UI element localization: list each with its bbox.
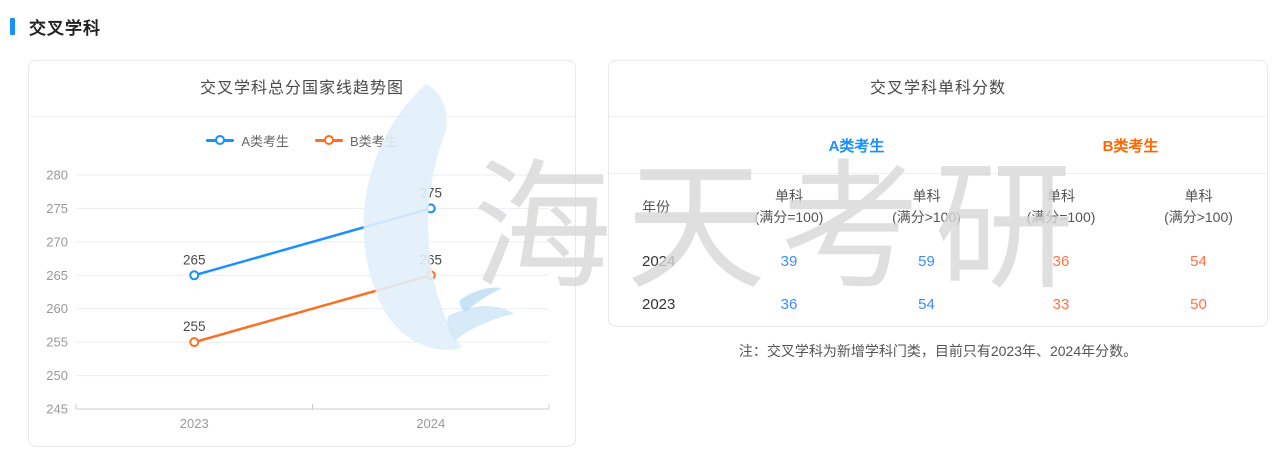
svg-text:265: 265 (419, 252, 442, 267)
legend-marker-a-icon (206, 134, 235, 146)
svg-text:270: 270 (46, 234, 68, 249)
legend-item-a[interactable]: A类考生 (206, 131, 289, 150)
col-header-b-sub100: 单科 (满分=100) (1026, 188, 1096, 225)
header-accent-bar (10, 18, 15, 35)
table-group-header-row: A类考生 B类考生 (609, 117, 1267, 174)
legend-marker-b-icon (315, 134, 343, 146)
legend-label-a: A类考生 (241, 133, 289, 149)
scores-table-card: 交叉学科单科分数 A类考生 B类考生 年份 单科 (满分=100) 单科 (满分… (608, 60, 1268, 327)
svg-text:250: 250 (46, 368, 68, 383)
group-header-a: A类考生 (828, 137, 885, 155)
svg-text:265: 265 (183, 252, 206, 267)
col-header-year: 年份 (642, 198, 670, 215)
score-cell-a2: 59 (918, 253, 935, 270)
svg-text:265: 265 (46, 268, 68, 283)
group-header-b: B类考生 (1102, 137, 1159, 155)
svg-text:2024: 2024 (416, 416, 445, 431)
svg-text:260: 260 (46, 301, 68, 316)
legend-item-b[interactable]: B类考生 (315, 131, 398, 150)
col-header-a-sub100: 单科 (满分=100) (754, 188, 824, 225)
trend-chart: 245 250 255 260 265 270 275 280 2023 2024 265 275 25… (46, 168, 550, 431)
col-header-a-over100: 单科 (满分>100) (892, 188, 961, 225)
chart-legend: A类考生 B类考生 (29, 117, 575, 163)
trend-chart-title: 交叉学科总分国家线趋势图 (29, 61, 575, 117)
score-cell-a2: 54 (918, 296, 935, 313)
svg-text:275: 275 (46, 201, 68, 216)
year-cell: 2024 (642, 253, 676, 270)
score-cell-b2: 54 (1190, 253, 1207, 270)
svg-text:255: 255 (183, 319, 206, 334)
scores-table-title: 交叉学科单科分数 (609, 61, 1267, 117)
svg-text:245: 245 (46, 402, 68, 417)
score-cell-b2: 50 (1190, 296, 1207, 313)
table-note: 注：交叉学科为新增学科门类，目前只有2023年、2024年分数。 (738, 343, 1138, 359)
score-cell-a1: 36 (780, 296, 798, 313)
table-row: 2023 36 54 33 50 (609, 283, 1267, 326)
svg-text:275: 275 (419, 185, 442, 200)
score-cell-b1: 33 (1052, 296, 1070, 313)
svg-text:255: 255 (46, 335, 68, 350)
svg-text:2023: 2023 (180, 416, 209, 431)
svg-text:280: 280 (46, 168, 68, 183)
table-column-header-row: 年份 单科 (满分=100) 单科 (满分>100) 单科 (满分=100) 单… (609, 174, 1267, 240)
legend-label-b: B类考生 (350, 133, 398, 149)
section-header: 交叉学科 (10, 14, 101, 39)
trend-chart-card: 交叉学科总分国家线趋势图 A类考生 B类考生 245 250 255 260 265 27… (28, 60, 576, 447)
score-cell-a1: 39 (780, 253, 798, 270)
year-cell: 2023 (642, 296, 676, 313)
table-row: 2024 39 59 36 54 (609, 240, 1267, 283)
page-title: 交叉学科 (29, 19, 101, 38)
col-header-b-over100: 单科 (满分>100) (1164, 188, 1233, 225)
score-cell-b1: 36 (1052, 253, 1070, 270)
